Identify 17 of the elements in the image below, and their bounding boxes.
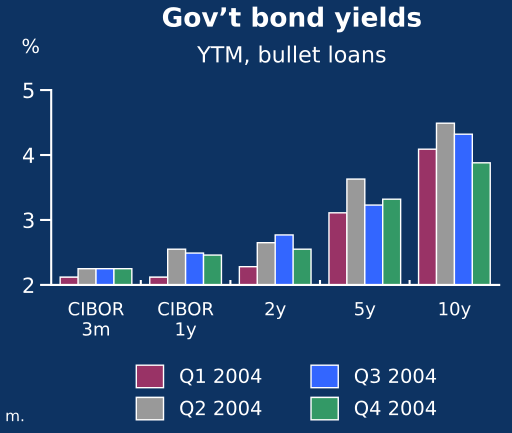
x-tick-label: CIBOR 3m xyxy=(68,302,124,336)
x-tick-label: 5y xyxy=(355,302,376,320)
chart-title: Gov’t bond yields xyxy=(162,6,421,32)
y-tick-label: 4 xyxy=(22,148,34,163)
chart-subtitle: YTM, bullet loans xyxy=(197,46,386,66)
text: m. xyxy=(6,412,24,422)
legend-label: Q4 2004 xyxy=(354,400,436,418)
x-tick-label: 10y xyxy=(440,302,471,320)
legend-label: Q2 2004 xyxy=(180,400,262,418)
x-tick-label: CIBOR 1y xyxy=(158,302,214,340)
legend-label: Q3 2004 xyxy=(354,368,436,386)
y-tick-label: 5 xyxy=(24,82,34,98)
legend-label: Q1 2004 xyxy=(180,368,262,386)
y-tick-label: 3 xyxy=(24,212,34,228)
y-axis-title: % xyxy=(22,38,39,54)
y-tick-label: 2 xyxy=(24,277,34,293)
x-tick-label: 2y xyxy=(265,302,286,320)
